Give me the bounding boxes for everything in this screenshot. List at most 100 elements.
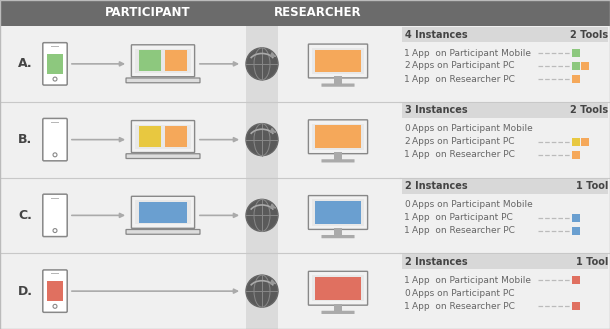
Text: 1: 1 xyxy=(404,150,410,159)
Bar xyxy=(51,198,59,199)
Circle shape xyxy=(246,48,278,80)
Text: App  on Researcher PC: App on Researcher PC xyxy=(412,150,515,159)
Bar xyxy=(334,152,342,161)
Text: 0: 0 xyxy=(404,124,410,133)
Bar xyxy=(51,273,59,274)
FancyBboxPatch shape xyxy=(321,84,354,87)
FancyBboxPatch shape xyxy=(321,235,354,238)
Text: 1 Tool: 1 Tool xyxy=(576,257,608,267)
Text: Apps on Participant Mobile: Apps on Participant Mobile xyxy=(412,200,533,209)
Bar xyxy=(138,126,161,147)
Text: 2 Instances: 2 Instances xyxy=(405,257,468,267)
FancyBboxPatch shape xyxy=(43,118,67,161)
Bar xyxy=(51,46,59,47)
Bar xyxy=(315,125,361,148)
Bar xyxy=(246,26,278,329)
Bar xyxy=(334,304,342,312)
Bar xyxy=(138,50,161,71)
Bar xyxy=(572,138,580,146)
Text: 2 Tools: 2 Tools xyxy=(570,30,608,39)
Bar xyxy=(135,200,190,224)
FancyBboxPatch shape xyxy=(309,195,368,229)
Bar xyxy=(402,27,608,42)
Circle shape xyxy=(246,275,278,307)
Text: 2 Tools: 2 Tools xyxy=(570,105,608,115)
Bar xyxy=(51,122,59,123)
Bar xyxy=(581,138,589,146)
FancyBboxPatch shape xyxy=(126,154,200,159)
Bar xyxy=(138,202,187,223)
Bar xyxy=(581,62,589,70)
FancyBboxPatch shape xyxy=(126,230,200,234)
Text: 4 Instances: 4 Instances xyxy=(405,30,468,39)
Text: App  on Participant PC: App on Participant PC xyxy=(412,213,513,222)
Bar xyxy=(334,228,342,237)
FancyBboxPatch shape xyxy=(43,43,67,85)
Text: Apps on Participant PC: Apps on Participant PC xyxy=(412,62,514,70)
Text: 1: 1 xyxy=(404,213,410,222)
Text: 2: 2 xyxy=(404,137,410,146)
Bar xyxy=(315,277,361,299)
Bar xyxy=(312,124,364,150)
Bar xyxy=(572,302,580,310)
Bar xyxy=(572,276,580,284)
FancyBboxPatch shape xyxy=(309,44,368,78)
Bar xyxy=(165,50,187,71)
Bar xyxy=(312,199,364,226)
Text: B.: B. xyxy=(18,133,32,146)
Text: 1: 1 xyxy=(404,276,410,285)
Text: D.: D. xyxy=(18,285,33,298)
Bar xyxy=(402,179,608,193)
FancyBboxPatch shape xyxy=(321,159,354,163)
Bar xyxy=(312,275,364,301)
Text: 1 Tool: 1 Tool xyxy=(576,181,608,191)
Bar xyxy=(47,54,63,74)
FancyBboxPatch shape xyxy=(43,194,67,237)
Bar xyxy=(334,76,342,85)
Bar xyxy=(572,62,580,70)
Text: PARTICIPANT: PARTICIPANT xyxy=(105,7,191,19)
Text: App  on Researcher PC: App on Researcher PC xyxy=(412,74,515,84)
Text: Apps on Participant PC: Apps on Participant PC xyxy=(412,137,514,146)
Bar xyxy=(47,281,63,301)
Circle shape xyxy=(246,199,278,231)
FancyBboxPatch shape xyxy=(43,270,67,312)
Text: 2: 2 xyxy=(404,62,410,70)
FancyBboxPatch shape xyxy=(321,311,354,314)
Text: RESEARCHER: RESEARCHER xyxy=(274,7,362,19)
FancyBboxPatch shape xyxy=(131,196,195,228)
Text: App  on Researcher PC: App on Researcher PC xyxy=(412,302,515,311)
Bar xyxy=(135,49,190,73)
Text: 2 Instances: 2 Instances xyxy=(405,181,468,191)
Bar xyxy=(572,49,580,57)
Text: 3 Instances: 3 Instances xyxy=(405,105,468,115)
FancyBboxPatch shape xyxy=(131,120,195,153)
Bar xyxy=(572,214,580,221)
Bar xyxy=(572,75,580,83)
Bar xyxy=(315,50,361,72)
Text: App  on Researcher PC: App on Researcher PC xyxy=(412,226,515,235)
Bar xyxy=(312,48,364,74)
Bar xyxy=(135,125,190,148)
Text: Apps on Participant Mobile: Apps on Participant Mobile xyxy=(412,124,533,133)
FancyBboxPatch shape xyxy=(131,45,195,77)
Text: 1: 1 xyxy=(404,302,410,311)
Text: C.: C. xyxy=(18,209,32,222)
Text: A.: A. xyxy=(18,57,32,70)
Bar xyxy=(572,151,580,159)
Text: App  on Participant Mobile: App on Participant Mobile xyxy=(412,48,531,58)
FancyBboxPatch shape xyxy=(309,271,368,305)
Text: 0: 0 xyxy=(404,200,410,209)
Text: 0: 0 xyxy=(404,289,410,298)
Bar xyxy=(402,103,608,118)
Circle shape xyxy=(246,124,278,156)
Bar xyxy=(0,0,610,26)
FancyBboxPatch shape xyxy=(126,78,200,83)
Bar xyxy=(165,126,187,147)
Bar xyxy=(402,254,608,269)
Text: 1: 1 xyxy=(404,74,410,84)
Text: App  on Participant Mobile: App on Participant Mobile xyxy=(412,276,531,285)
Text: 1: 1 xyxy=(404,226,410,235)
Text: Apps on Participant PC: Apps on Participant PC xyxy=(412,289,514,298)
FancyBboxPatch shape xyxy=(309,120,368,154)
